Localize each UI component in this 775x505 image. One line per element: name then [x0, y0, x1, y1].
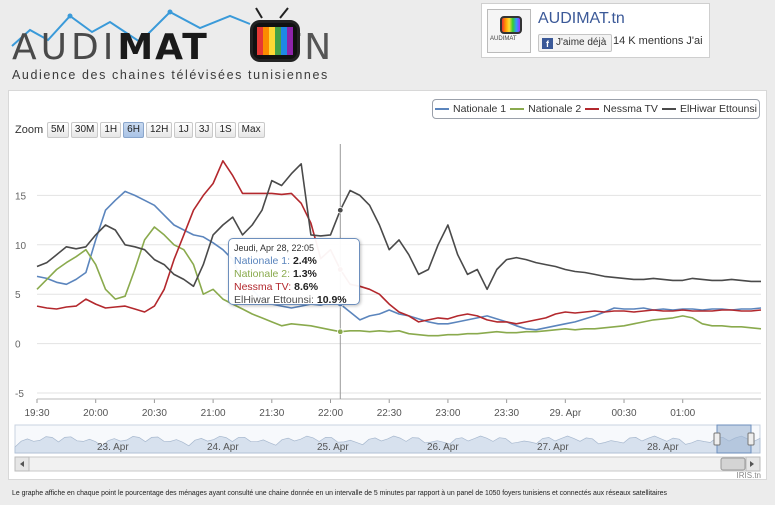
y-tick-label: -5: [15, 389, 24, 400]
x-tick-label: 21:30: [259, 408, 284, 419]
logo-signal-line: [11, 7, 289, 47]
y-tick-label: 0: [15, 340, 21, 351]
chart-footnote: Le graphe affiche en chaque point le pou…: [12, 490, 667, 497]
audience-chart: -5 0 5 10 15 19:30 20:00 20:30 21:00 21:30 22:00 22…: [8, 90, 767, 480]
chart-canvas[interactable]: -5 0 5 10 15 19:30 20:00 20:30 21:00 21:30 22:00 22…: [9, 91, 766, 479]
x-tick-label: 19:30: [24, 408, 49, 419]
x-tick-label: 22:00: [318, 408, 343, 419]
thumbnail-text: AUDIMAT: [490, 36, 517, 42]
legend-label: Nationale 1: [453, 103, 507, 115]
navigator-date-label: 23. Apr: [97, 442, 129, 453]
chart-credit: IRIS.tn: [737, 471, 761, 479]
facebook-page-name[interactable]: AUDIMAT.tn: [538, 10, 625, 27]
legend-label: Nessma TV: [603, 103, 658, 115]
zoom-button-1s[interactable]: 1S: [215, 122, 236, 138]
chevron-left-icon: [20, 461, 24, 467]
y-tick-label: 15: [15, 191, 27, 202]
x-tick-label: 01:00: [670, 408, 695, 419]
tooltip-row: Nessma TV: 8.6%: [234, 281, 354, 294]
legend-swatch: [585, 108, 600, 110]
tooltip-date: Jeudi, Apr 28, 22:05: [234, 243, 315, 253]
zoom-button-3j[interactable]: 3J: [194, 122, 214, 138]
chart-legend: Nationale 1 Nationale 2 Nessma TV ElHiwar E…: [432, 99, 760, 119]
tooltip-row: ElHiwar Ettounsi: 10.9%: [234, 294, 354, 307]
navigator-date-label: 24. Apr: [207, 442, 239, 453]
tv-icon: [250, 20, 300, 62]
y-tick-label: 10: [15, 241, 27, 252]
legend-label: ElHiwar Ettounsi: [679, 103, 757, 115]
y-tick-label: 5: [15, 290, 21, 301]
x-tick-label: 22:30: [377, 408, 402, 419]
x-tick-label: 29. Apr: [549, 408, 581, 419]
tooltip-series-value: 1.3%: [290, 268, 317, 280]
series-line-nessma-tv: [36, 160, 762, 325]
zoom-buttons: 5M 30M 1H 6H 12H 1J 3J 1S Max: [47, 122, 265, 138]
site-logo[interactable]: AUDIMAT.TN Audience des chaines télévisé…: [0, 0, 420, 90]
like-button-label: J'aime déjà: [556, 37, 607, 48]
hover-marker: [337, 207, 344, 214]
x-tick-label: 23:30: [494, 408, 519, 419]
facebook-like-box: AUDIMAT AUDIMAT.tn f J'aime déjà 14 K me…: [481, 3, 710, 58]
tooltip-series-value: 2.4%: [290, 255, 317, 267]
x-tick-label: 00:30: [612, 408, 637, 419]
legend-item-nessma-tv[interactable]: Nessma TV: [585, 103, 658, 115]
x-tick-label: 21:00: [201, 408, 226, 419]
x-tick-label: 20:30: [142, 408, 167, 419]
x-tick-label: 23:00: [435, 408, 460, 419]
tooltip-rows: Nationale 1: 2.4% Nationale 2: 1.3% Nessma…: [234, 255, 354, 307]
x-tick-label: 20:00: [83, 408, 108, 419]
legend-swatch: [661, 108, 676, 110]
legend-item-elhiwar-ettounsi[interactable]: ElHiwar Ettounsi: [661, 103, 757, 115]
tooltip-row: Nationale 2: 1.3%: [234, 268, 354, 281]
legend-item-nationale-2[interactable]: Nationale 2: [510, 103, 581, 115]
navigator-date-label: 27. Apr: [537, 442, 569, 453]
scrollbar-track: [14, 456, 761, 472]
zoom-label: Zoom: [15, 124, 44, 136]
zoom-button-1j[interactable]: 1J: [174, 122, 193, 138]
navigator-date-label: 26. Apr: [427, 442, 459, 453]
chevron-right-icon: [750, 461, 754, 467]
zoom-button-30m[interactable]: 30M: [70, 122, 99, 138]
navigator-handle: [713, 432, 721, 446]
tv-icon: [500, 16, 522, 34]
navigator-area: [14, 435, 761, 454]
scrollbar-thumb: [720, 457, 746, 471]
tooltip-series-value: 8.6%: [291, 281, 319, 293]
zoom-button-12h[interactable]: 12H: [145, 122, 173, 138]
zoom-button-6h[interactable]: 6H: [123, 122, 144, 138]
legend-swatch: [510, 108, 525, 110]
tooltip-series-value: 10.9%: [313, 294, 347, 306]
facebook-mentions-count: 14 K mentions J'ai: [613, 35, 703, 47]
site-tagline: Audience des chaines télévisées tunisien…: [12, 68, 329, 82]
hover-marker: [337, 328, 344, 335]
legend-swatch: [435, 108, 449, 110]
legend-item-nationale-1[interactable]: Nationale 1: [435, 103, 506, 115]
navigator-date-label: 25. Apr: [317, 442, 349, 453]
zoom-button-1h[interactable]: 1H: [100, 122, 122, 138]
zoom-button-5m[interactable]: 5M: [47, 122, 69, 138]
facebook-icon: f: [542, 37, 553, 49]
navigator-selection: [716, 424, 752, 454]
facebook-like-button[interactable]: f J'aime déjà: [538, 34, 613, 52]
tooltip-series-label: Nessma TV:: [234, 281, 292, 293]
chart-tooltip: Jeudi, Apr 28, 22:05 Nationale 1: 2.4% Na…: [228, 238, 360, 307]
tooltip-row: Nationale 1: 2.4%: [234, 255, 354, 268]
tooltip-series-label: Nationale 2:: [234, 268, 291, 280]
facebook-page-thumbnail[interactable]: AUDIMAT: [487, 9, 531, 53]
series-line-nationale-2: [36, 226, 762, 337]
tooltip-series-label: ElHiwar Ettounsi:: [234, 294, 314, 306]
series-line-nationale-1: [36, 190, 762, 331]
legend-label: Nationale 2: [528, 103, 582, 115]
navigator-date-label: 28. Apr: [647, 442, 679, 453]
series-line-elhiwar-ettounsi: [36, 163, 761, 291]
zoom-button-max[interactable]: Max: [237, 122, 265, 138]
tooltip-series-label: Nationale 1:: [234, 255, 291, 267]
navigator-handle: [747, 432, 755, 446]
